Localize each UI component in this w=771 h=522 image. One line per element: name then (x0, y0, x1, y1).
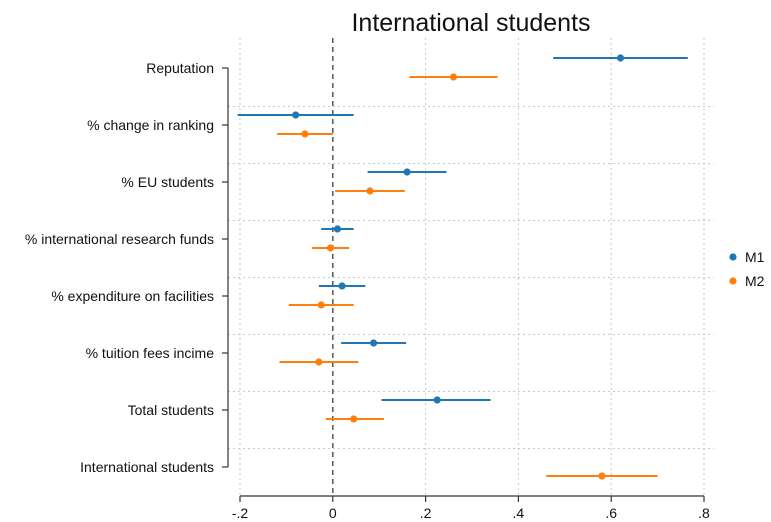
category-label: % international research funds (25, 231, 214, 247)
point-estimate (333, 225, 342, 233)
point-estimate (366, 187, 374, 195)
x-tick-label: .8 (698, 505, 710, 521)
x-tick-labels: -.2 0 .2 .4 .6 .8 (232, 505, 710, 521)
category-label: Total students (128, 402, 214, 418)
legend: M1 M2 (729, 249, 765, 289)
category-label: % expenditure on facilities (51, 288, 214, 304)
point-estimate (370, 339, 378, 347)
point-estimate (598, 472, 606, 480)
category-labels: Reputation % change in ranking % EU studen… (25, 60, 214, 475)
legend-label-M1: M1 (745, 249, 765, 265)
x-tick-label: .6 (605, 505, 617, 521)
point-estimate (338, 282, 346, 290)
point-estimate (616, 54, 625, 62)
point-estimate (317, 301, 325, 309)
category-label: International students (80, 459, 214, 475)
point-estimate (449, 73, 458, 81)
legend-marker-M1 (729, 253, 737, 261)
x-tick-label: 0 (329, 505, 337, 521)
category-label: % change in ranking (87, 117, 214, 133)
category-label: % EU students (121, 174, 214, 190)
category-label: Reputation (146, 60, 214, 76)
point-estimate (350, 415, 358, 423)
point-estimate (403, 168, 411, 176)
point-estimate (326, 244, 335, 252)
point-estimate (292, 111, 300, 119)
grid-lines (228, 38, 714, 496)
legend-label-M2: M2 (745, 273, 765, 289)
series-M1 (237, 54, 688, 404)
category-label: % tuition fees incime (86, 345, 215, 361)
x-tick-label: .2 (420, 505, 432, 521)
legend-marker-M2 (729, 277, 737, 285)
point-estimate (315, 358, 323, 366)
coefficient-marks (237, 54, 688, 480)
series-M2 (277, 73, 658, 480)
axes (222, 67, 705, 502)
x-tick-label: .4 (513, 505, 525, 521)
point-estimate (301, 130, 309, 138)
chart-title: International students (351, 9, 590, 37)
x-tick-label: -.2 (232, 505, 249, 521)
point-estimate (433, 396, 441, 404)
